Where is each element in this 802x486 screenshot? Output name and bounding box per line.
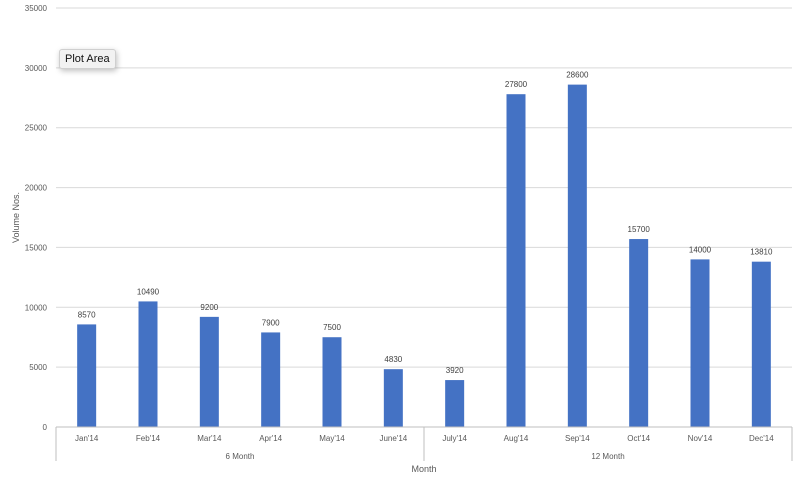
bar <box>322 337 342 427</box>
x-tick-label: May'14 <box>319 434 345 443</box>
bar <box>138 301 158 427</box>
x-tick-label: Nov'14 <box>688 434 713 443</box>
y-tick-label: 25000 <box>25 124 48 133</box>
bar <box>506 94 526 428</box>
y-tick-label: 5000 <box>29 363 47 372</box>
x-tick-label: Sep'14 <box>565 434 590 443</box>
data-label: 10490 <box>137 287 160 296</box>
bar <box>567 84 587 428</box>
x-tick-label: Jan'14 <box>75 434 99 443</box>
x-tick-label: July'14 <box>442 434 467 443</box>
bars <box>77 84 771 428</box>
y-tick-label: 30000 <box>25 64 48 73</box>
bar <box>77 324 97 427</box>
data-label: 15700 <box>628 225 651 234</box>
data-label: 3920 <box>446 366 464 375</box>
y-tick-label: 20000 <box>25 184 48 193</box>
x-tick-label: Dec'14 <box>749 434 774 443</box>
x-axis-label: Month <box>411 464 436 474</box>
bar <box>751 261 771 427</box>
data-label: 13810 <box>750 248 773 257</box>
bar <box>445 380 465 427</box>
data-label: 7500 <box>323 323 341 332</box>
bar <box>261 332 281 427</box>
data-labels: 8570 10490 9200 7900 7500 4830 3920 27800 28600 1… <box>78 71 773 375</box>
x-tick-label: Mar'14 <box>197 434 222 443</box>
x-tick-label: Oct'14 <box>627 434 650 443</box>
x-tick-label: Feb'14 <box>136 434 161 443</box>
data-label: 7900 <box>262 318 280 327</box>
y-tick-label: 0 <box>43 423 48 432</box>
x-tick-label: June'14 <box>379 434 407 443</box>
data-label: 28600 <box>566 71 589 80</box>
group-label: 12 Month <box>591 452 624 461</box>
group-label: 6 Month <box>226 452 255 461</box>
data-label: 14000 <box>689 245 712 254</box>
y-tick-label: 10000 <box>25 303 48 312</box>
x-axis: Jan'14 Feb'14 Mar'14 Apr'14 May'14 June'14 Jul… <box>55 426 793 461</box>
y-axis-ticks: 0 5000 10000 15000 20000 25000 30000 35000 <box>25 4 48 432</box>
bar <box>690 259 710 427</box>
data-label: 8570 <box>78 310 96 319</box>
x-tick-label: Aug'14 <box>504 434 529 443</box>
data-label: 4830 <box>384 355 402 364</box>
bar <box>199 316 219 427</box>
data-label: 9200 <box>200 303 218 312</box>
y-tick-label: 15000 <box>25 243 48 252</box>
bar <box>383 369 403 427</box>
x-tick-label: Apr'14 <box>259 434 282 443</box>
y-axis-label: Volume Nos. <box>11 192 21 243</box>
data-label: 27800 <box>505 80 528 89</box>
plot-area-tooltip: Plot Area <box>59 49 116 69</box>
y-tick-label: 35000 <box>25 4 48 13</box>
gridlines <box>56 7 792 428</box>
bar <box>629 239 649 427</box>
